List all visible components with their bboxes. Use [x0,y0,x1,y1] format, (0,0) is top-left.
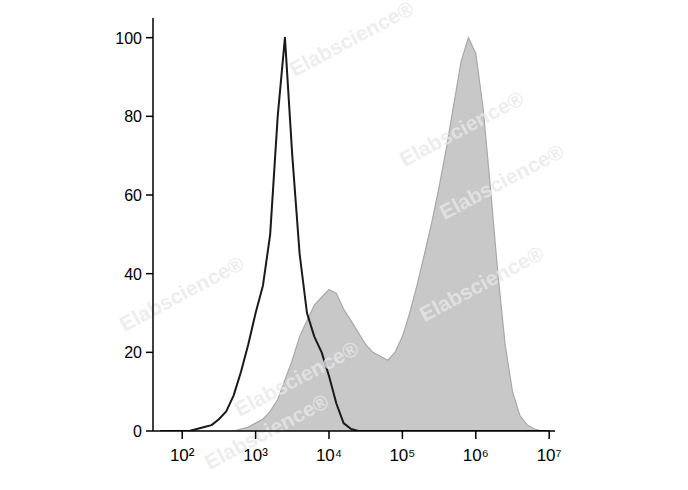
y-tick [146,37,153,39]
x-tick-label: 10⁷ [537,446,562,465]
x-tick-label: 10³ [243,446,268,465]
x-tick-label: 10⁶ [463,446,489,465]
y-tick [146,430,153,432]
x-tick [548,431,550,439]
watermark: Elabscience® [286,0,418,81]
y-axis [152,18,154,431]
y-tick-label: 60 [124,187,142,204]
control-line [160,38,549,431]
watermark: Elabscience® [436,139,568,224]
stained-area [160,38,549,431]
y-tick [146,194,153,196]
x-axis [153,430,555,432]
x-tick-label: 10⁴ [316,446,342,465]
y-tick [146,352,153,354]
chart: Elabscience®Elabscience®Elabscience®Elab… [0,0,688,490]
x-tick-label: 10² [170,446,195,465]
y-tick-label: 100 [115,30,142,47]
x-tick-label: 10⁵ [389,446,415,465]
watermark: Elabscience® [116,251,248,336]
y-tick-label: 80 [124,108,142,125]
x-tick [255,431,257,439]
x-tick [402,431,404,439]
watermark: Elabscience® [396,86,528,171]
y-tick [146,273,153,275]
plot-data [160,38,549,431]
y-tick [146,116,153,118]
y-tick-label: 40 [124,266,142,283]
y-tick-label: 0 [133,423,142,440]
x-tick [328,431,330,439]
watermark: Elabscience® [416,241,548,326]
x-tick [181,431,183,439]
y-tick-label: 20 [124,344,142,361]
x-tick [475,431,477,439]
